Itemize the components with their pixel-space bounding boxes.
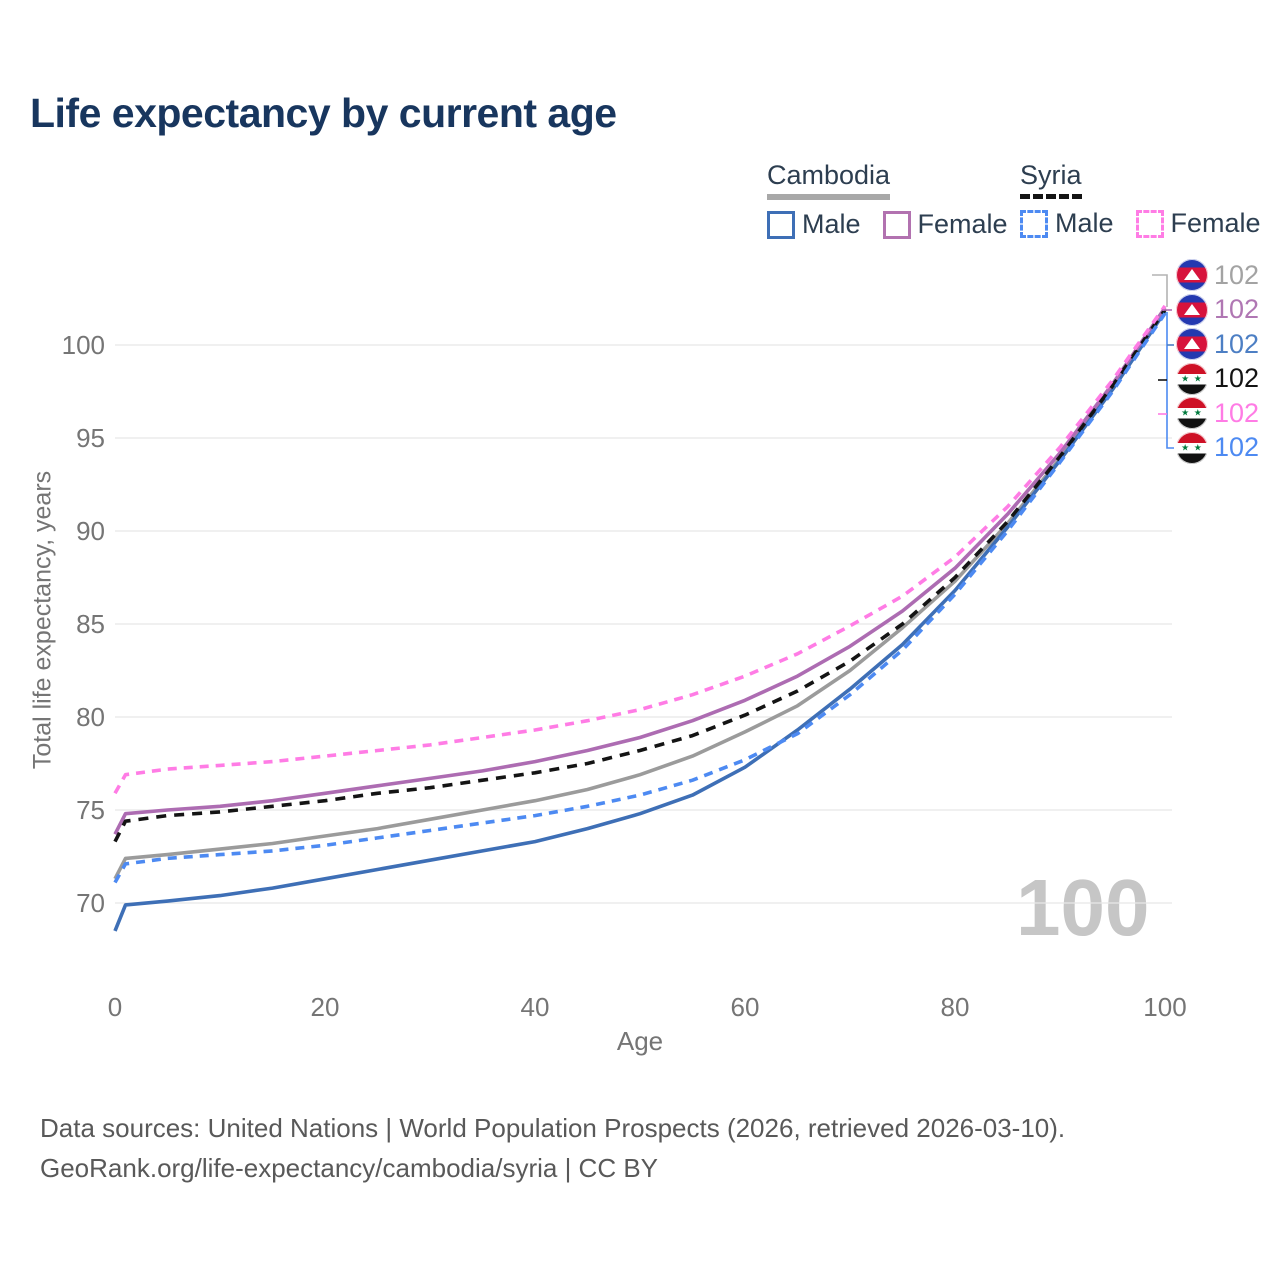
y-tick-label-95: 95 (76, 423, 105, 453)
x-tick-label-60: 60 (730, 992, 760, 1022)
y-tick-label-85: 85 (76, 609, 105, 639)
series-line-cambodia-total (113, 308, 1167, 880)
end-value-label: 102 (1214, 294, 1260, 324)
syria-flag-icon (1176, 397, 1208, 429)
end-label-row-6: 102 (1176, 431, 1260, 464)
x-tick-label-100: 100 (1143, 992, 1187, 1022)
legend-swatch-syria-male[interactable] (1020, 209, 1048, 238)
end-value-label: 102 (1214, 259, 1260, 290)
end-value-label: 102 (1214, 432, 1260, 462)
x-axis-title: Age (616, 1026, 664, 1056)
series-line-syria-total (113, 308, 1167, 843)
legend-swatch-cambodia-male[interactable] (767, 210, 795, 239)
end-label-row-5: 102 (1176, 397, 1259, 429)
cambodia-flag-icon (1176, 293, 1208, 326)
syria-flag-icon (1176, 431, 1208, 464)
x-tick-label-80: 80 (940, 992, 970, 1022)
legend-label-syria-female[interactable]: Female (1170, 208, 1261, 238)
legend-header-cambodia: Cambodia (767, 160, 891, 200)
x-tick-label-20: 20 (310, 992, 340, 1022)
footer-data-sources: Data sources: United Nations | World Pop… (40, 1113, 1066, 1143)
legend-label-cambodia-female[interactable]: Female (917, 209, 1008, 239)
cambodia-flag-icon (1176, 259, 1208, 291)
footer: Data sources: United Nations | World Pop… (40, 1108, 1065, 1189)
legend-group-syria: Syria Male Female (1020, 160, 1280, 239)
leader-line-lower (1166, 312, 1174, 449)
page-title: Life expectancy by current age (30, 90, 617, 136)
end-label-row-4: 102 (1176, 362, 1260, 395)
y-tick-label-100: 100 (61, 330, 105, 360)
footer-attribution: GeoRank.org/life-expectancy/cambodia/syr… (40, 1153, 659, 1184)
series-line-syria-female (113, 304, 1167, 795)
end-value-label: 102 (1214, 328, 1260, 359)
legend-label-cambodia-male[interactable]: Male (802, 209, 861, 239)
end-value-label: 102 (1214, 363, 1260, 393)
legend-swatch-syria-female[interactable] (1135, 209, 1164, 238)
leader-line-upper (1152, 274, 1168, 307)
series-line-cambodia-male (113, 310, 1167, 932)
y-tick-label-90: 90 (76, 516, 105, 546)
series-line-cambodia-female (113, 306, 1167, 836)
x-tick-label-40: 40 (520, 992, 550, 1022)
series-line-syria-male (113, 312, 1167, 884)
end-label-row-1: 102 (1176, 259, 1259, 291)
end-labels-column: 102 102 102 102 102 102 (1176, 259, 1259, 464)
legend-label-syria-male[interactable]: Male (1055, 208, 1114, 238)
end-value-label: 102 (1214, 397, 1260, 428)
end-label-row-3: 102 (1176, 328, 1259, 360)
legend-header-syria: Syria (1020, 160, 1082, 199)
syria-flag-icon (1176, 362, 1208, 395)
y-tick-label-80: 80 (76, 702, 105, 732)
legend-group-cambodia: Cambodia Male Female (767, 160, 1030, 240)
legend-swatch-cambodia-female[interactable] (882, 210, 911, 239)
y-axis-title: Total life expectancy, years (28, 470, 57, 770)
x-tick-label-0: 0 (107, 992, 123, 1022)
watermark-age-100: 100 (1016, 863, 1150, 952)
cambodia-flag-icon (1176, 328, 1208, 360)
y-tick-label-75: 75 (76, 795, 105, 825)
y-tick-label-70: 70 (76, 888, 105, 918)
end-label-row-2: 102 (1176, 293, 1260, 326)
